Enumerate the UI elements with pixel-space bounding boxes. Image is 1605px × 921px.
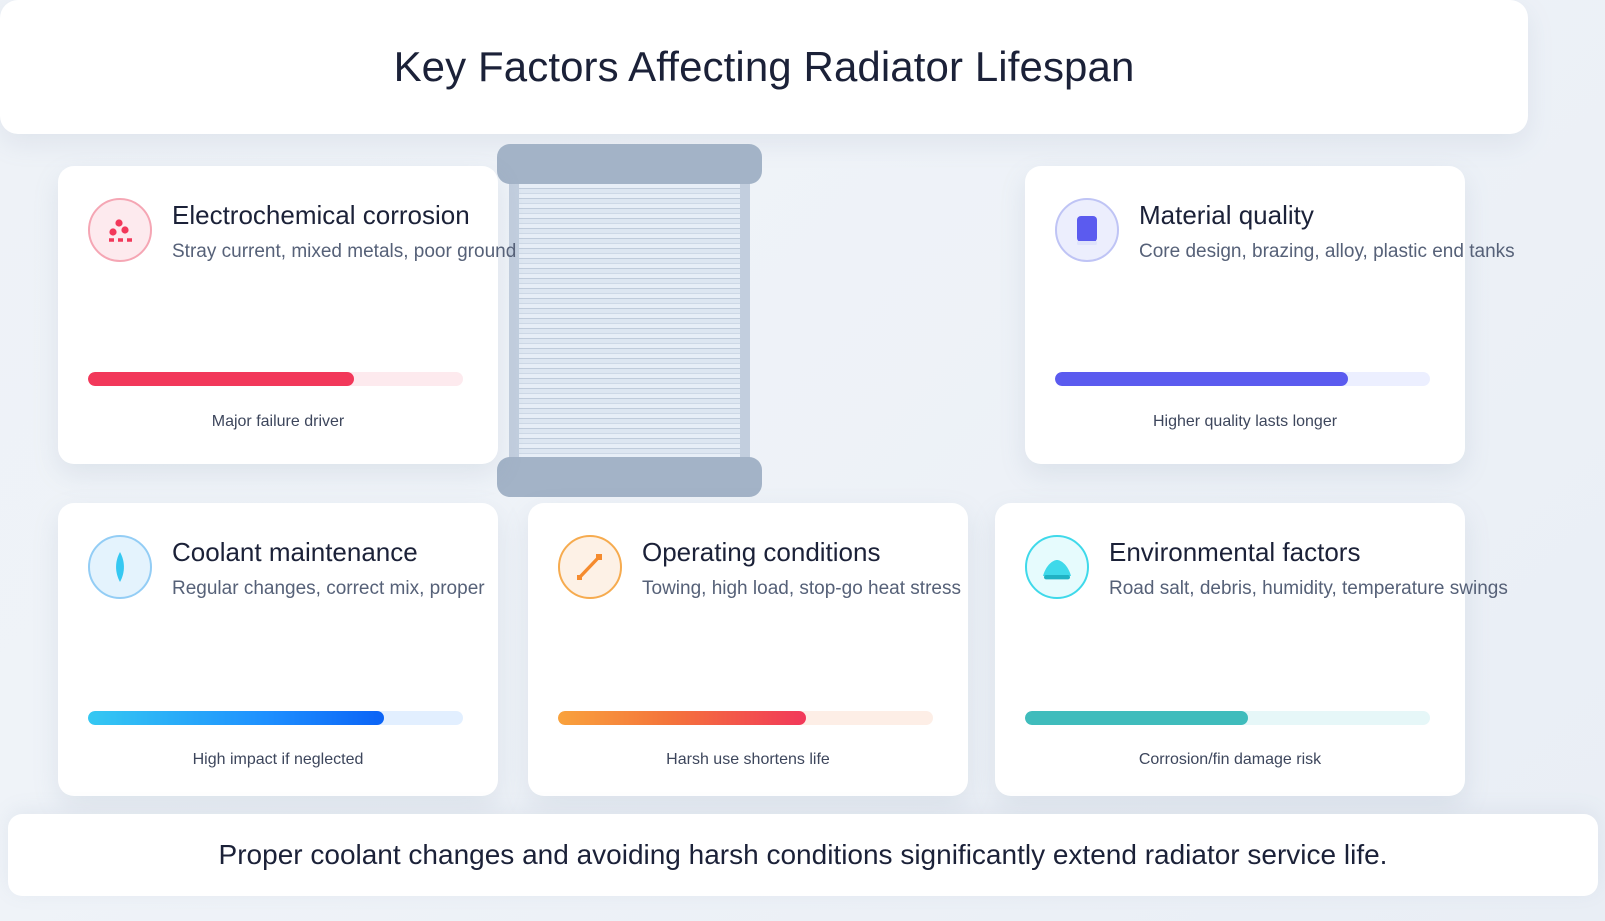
progress-track xyxy=(1055,372,1430,386)
card-title: Coolant maintenance xyxy=(172,537,418,567)
card-note: Higher quality lasts longer xyxy=(1152,413,1338,430)
factor-card-coolant[interactable]: Coolant maintenance Regular changes, cor… xyxy=(58,503,498,796)
card-text-block: Operating conditions Towing, high load, … xyxy=(642,535,961,601)
card-header: Operating conditions Towing, high load, … xyxy=(528,503,968,601)
progress-fill xyxy=(1055,372,1348,386)
card-description: Road salt, debris, humidity, temperature… xyxy=(1109,577,1508,599)
gauge-arrow-icon xyxy=(558,535,622,599)
header-card: Key Factors Affecting Radiator Lifespan xyxy=(0,0,1528,134)
card-header: Environmental factors Road salt, debris,… xyxy=(995,503,1508,601)
material-block-icon xyxy=(1055,198,1119,262)
environment-hill-icon xyxy=(1025,535,1089,599)
progress-track xyxy=(88,711,463,725)
progress-track xyxy=(1025,711,1430,725)
radiator-top-tank xyxy=(497,144,762,184)
factor-card-material[interactable]: Material quality Core design, brazing, a… xyxy=(1025,166,1515,464)
corrosion-icon xyxy=(88,198,152,262)
card-text-block: Electrochemical corrosion Stray current,… xyxy=(172,198,516,264)
card-header: Material quality Core design, brazing, a… xyxy=(1025,166,1515,264)
progress-track xyxy=(558,711,933,725)
card-title: Operating conditions xyxy=(642,537,881,567)
progress-fill xyxy=(88,372,355,386)
card-note: Major failure driver xyxy=(211,413,345,430)
radiator-illustration xyxy=(497,144,762,497)
radiator-bottom-tank xyxy=(497,457,762,497)
footer-card: Proper coolant changes and avoiding hars… xyxy=(8,814,1598,896)
coolant-droplet-icon xyxy=(88,535,152,599)
factor-card-environment[interactable]: Environmental factors Road salt, debris,… xyxy=(995,503,1508,796)
card-header: Electrochemical corrosion Stray current,… xyxy=(58,166,516,264)
card-header: Coolant maintenance Regular changes, cor… xyxy=(58,503,498,601)
card-description: Regular changes, correct mix, proper xyxy=(172,577,485,599)
card-title: Electrochemical corrosion xyxy=(172,200,470,230)
card-note: Harsh use shortens life xyxy=(666,751,830,768)
page-title: Key Factors Affecting Radiator Lifespan xyxy=(393,43,1135,90)
card-note: High impact if neglected xyxy=(192,751,364,768)
card-title: Environmental factors xyxy=(1109,537,1361,567)
factor-card-corrosion[interactable]: Electrochemical corrosion Stray current,… xyxy=(58,166,516,464)
card-note: Corrosion/fin damage risk xyxy=(1138,751,1322,768)
progress-track xyxy=(88,372,463,386)
progress-fill xyxy=(1025,711,1248,725)
factor-card-operating[interactable]: Operating conditions Towing, high load, … xyxy=(528,503,968,796)
card-description: Core design, brazing, alloy, plastic end… xyxy=(1139,240,1515,262)
radiator-fins xyxy=(519,174,740,467)
card-text-block: Environmental factors Road salt, debris,… xyxy=(1109,535,1508,601)
footer-summary-text: Proper coolant changes and avoiding hars… xyxy=(218,839,1388,870)
card-text-block: Coolant maintenance Regular changes, cor… xyxy=(172,535,485,601)
card-text-block: Material quality Core design, brazing, a… xyxy=(1139,198,1515,264)
progress-fill xyxy=(88,711,385,725)
card-description: Stray current, mixed metals, poor ground xyxy=(172,240,517,262)
card-description: Towing, high load, stop-go heat stress xyxy=(642,577,961,599)
card-title: Material quality xyxy=(1139,200,1314,230)
progress-fill xyxy=(558,711,806,725)
